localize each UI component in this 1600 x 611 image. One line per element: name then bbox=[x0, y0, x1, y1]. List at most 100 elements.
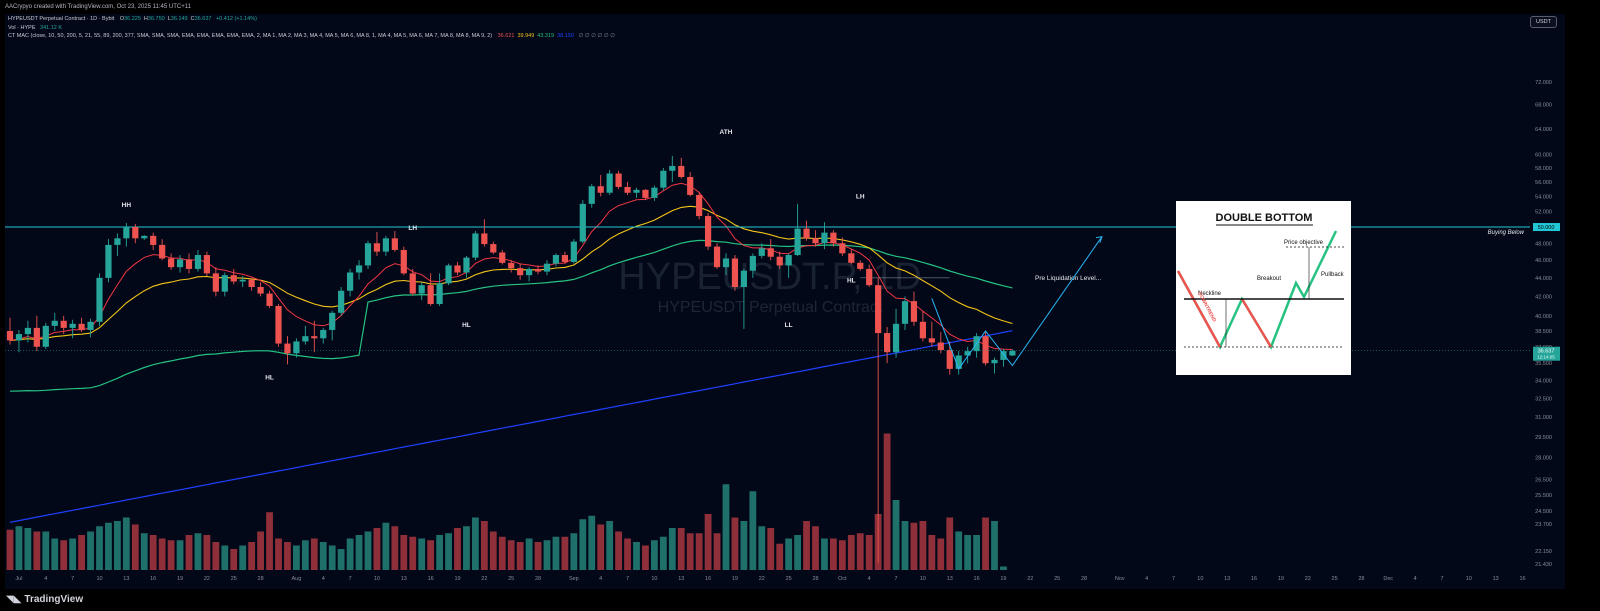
volume-bar bbox=[114, 521, 121, 570]
price-tick-label: 26.500 bbox=[1535, 478, 1552, 484]
price-tick-label: 60.000 bbox=[1535, 153, 1552, 159]
volume-bar bbox=[821, 538, 828, 570]
candle-body bbox=[579, 203, 586, 242]
volume-bar bbox=[847, 535, 855, 570]
time-tick-label: 28 bbox=[812, 576, 818, 582]
candle-body bbox=[1000, 351, 1007, 360]
candle-body bbox=[347, 272, 354, 291]
time-tick-label: 13 bbox=[1493, 576, 1499, 582]
candle-body bbox=[311, 336, 318, 339]
time-tick-label: 22 bbox=[1027, 576, 1033, 582]
volume-bar bbox=[266, 512, 273, 570]
pullback-label: Pullback bbox=[1321, 272, 1345, 278]
pattern-line-up bbox=[1176, 230, 1338, 350]
tradingview-logo[interactable]: ◥◣ TradingView bbox=[6, 594, 83, 605]
volume-bar bbox=[337, 549, 345, 570]
candle-body bbox=[749, 255, 756, 271]
candle-body bbox=[919, 321, 926, 339]
volume-bar bbox=[677, 528, 685, 570]
volume-bar bbox=[856, 533, 864, 570]
price-tick-label: 42.000 bbox=[1535, 294, 1552, 300]
candle-body bbox=[481, 233, 488, 245]
indicator-name[interactable]: CT MAC (close, 10, 50, 200, 5, 21, 55, 8… bbox=[8, 33, 493, 39]
candle-body bbox=[588, 186, 595, 204]
time-tick-label: 10 bbox=[374, 576, 380, 582]
candle-body bbox=[60, 320, 67, 328]
time-tick-label: 25 bbox=[786, 576, 792, 582]
swing-label: LH bbox=[856, 194, 865, 201]
time-tick-label: 4 bbox=[599, 576, 602, 582]
candle-body bbox=[552, 255, 560, 264]
volume-bar bbox=[418, 538, 426, 570]
price-tick-label: 25.500 bbox=[1535, 493, 1552, 499]
volume-bar bbox=[516, 542, 524, 570]
time-tick-label: Sep bbox=[569, 576, 579, 582]
time-tick-label: 4 bbox=[868, 576, 871, 582]
swing-label: ATH bbox=[720, 129, 733, 136]
legend-l-value: L36.149 bbox=[167, 16, 188, 22]
candle-body bbox=[338, 290, 345, 313]
price-tick-label: 72.000 bbox=[1535, 80, 1552, 86]
second-leg-line bbox=[1240, 298, 1273, 348]
candle-body bbox=[722, 258, 730, 268]
candle-body bbox=[266, 293, 273, 306]
time-tick-label: 7 bbox=[71, 576, 74, 582]
volume-bar bbox=[695, 533, 703, 570]
volume-bar bbox=[767, 528, 775, 570]
candle-body bbox=[633, 189, 640, 193]
candle-body bbox=[561, 255, 568, 262]
price-tick-label: 68.000 bbox=[1535, 103, 1552, 109]
time-tick-label: 28 bbox=[535, 576, 541, 582]
volume-bar bbox=[865, 535, 873, 570]
volume-bar bbox=[239, 545, 247, 570]
volume-bar bbox=[776, 543, 784, 570]
candle-body bbox=[203, 255, 210, 274]
volume-bar bbox=[758, 526, 766, 570]
candle-body bbox=[928, 338, 935, 343]
time-tick-label: 25 bbox=[508, 576, 514, 582]
volume-bar bbox=[60, 540, 68, 570]
legend-symbol[interactable]: HYPEUSDT Perpetual Contract · 1D · Bybit bbox=[8, 16, 115, 22]
time-tick-label: 19 bbox=[732, 576, 738, 582]
swing-label: LH bbox=[408, 225, 417, 232]
volume-bar bbox=[87, 531, 94, 570]
level-badge-bg bbox=[1533, 223, 1560, 232]
volume-label[interactable]: Vol · HYPE bbox=[8, 25, 36, 31]
time-axis[interactable]: Jul 4 7 10 13 16 19 22 25 28 Aug 4 7 10 13 16 19 22 25 28 Se… bbox=[15, 576, 1525, 582]
candle-body bbox=[955, 355, 962, 369]
candle-body bbox=[257, 287, 264, 294]
time-tick-label: 13 bbox=[947, 576, 953, 582]
currency-button[interactable]: USDT bbox=[1530, 16, 1557, 28]
breakout-label: Breakout bbox=[1257, 276, 1281, 282]
legend-h-value: H36.750 bbox=[143, 16, 165, 22]
time-tick-label: 28 bbox=[1358, 576, 1364, 582]
volume-bar bbox=[570, 533, 578, 570]
candle-body bbox=[830, 232, 837, 244]
price-axis[interactable]: 72.000 68.000 64.000 60.000 58.000 56.000 54.0… bbox=[1535, 80, 1552, 568]
candle-body bbox=[705, 216, 712, 247]
time-tick-label: 4 bbox=[1414, 576, 1417, 582]
swing-label: HL bbox=[847, 277, 856, 284]
time-tick-label: 13 bbox=[1224, 576, 1230, 582]
candle-body bbox=[275, 305, 282, 344]
volume-bar bbox=[552, 536, 560, 570]
time-tick-label: 28 bbox=[1081, 576, 1087, 582]
volume-bar bbox=[982, 517, 989, 570]
time-tick-label: 7 bbox=[349, 576, 352, 582]
candle-body bbox=[472, 233, 479, 258]
volume-bar bbox=[185, 535, 193, 570]
time-tick-label: 7 bbox=[1440, 576, 1443, 582]
candle-body bbox=[839, 243, 846, 254]
candle-body bbox=[982, 336, 989, 364]
last-price-countdown: 12:14:05 bbox=[1537, 355, 1555, 360]
volume-bar bbox=[15, 526, 23, 570]
candle-body bbox=[391, 238, 398, 250]
time-tick-label: 22 bbox=[204, 576, 210, 582]
candle-body bbox=[24, 327, 31, 335]
price-tick-label: 44.000 bbox=[1535, 276, 1552, 282]
volume-bar bbox=[579, 519, 587, 570]
time-tick-label: Aug bbox=[292, 576, 302, 582]
time-tick-label: 19 bbox=[1278, 576, 1284, 582]
time-tick-label: Nov bbox=[1115, 576, 1125, 582]
